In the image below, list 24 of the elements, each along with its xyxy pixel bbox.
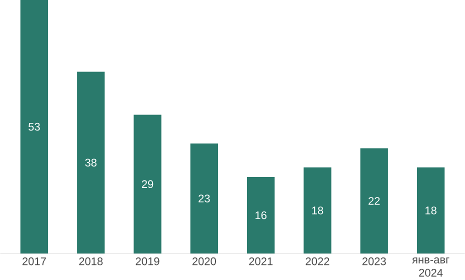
x-tick-label: 2020	[192, 257, 216, 266]
bar	[20, 0, 48, 254]
x-tick-label: 2018	[79, 257, 103, 266]
data-label: 18	[312, 206, 324, 214]
data-label: 23	[198, 194, 210, 202]
data-label: 18	[426, 206, 436, 214]
x-tick-label: 2021	[249, 257, 273, 266]
x-tick-label: 2019	[136, 257, 160, 266]
bar	[416, 167, 445, 254]
bar	[360, 148, 388, 254]
x-tick-label: 2017	[22, 257, 46, 266]
bar	[77, 72, 105, 254]
data-label: 53	[28, 122, 40, 130]
data-label: 16	[256, 211, 266, 219]
data-label: 22	[368, 196, 380, 205]
x-tick-label: 2022	[306, 257, 330, 266]
data-label: 38	[85, 158, 97, 166]
data-label: 29	[142, 180, 154, 188]
bar	[190, 143, 218, 254]
bar	[304, 167, 332, 254]
bar	[247, 176, 275, 254]
x-tick-label: янв-авг 2024	[412, 257, 450, 276]
x-tick-label: 2023	[362, 257, 386, 266]
bar	[134, 114, 162, 254]
